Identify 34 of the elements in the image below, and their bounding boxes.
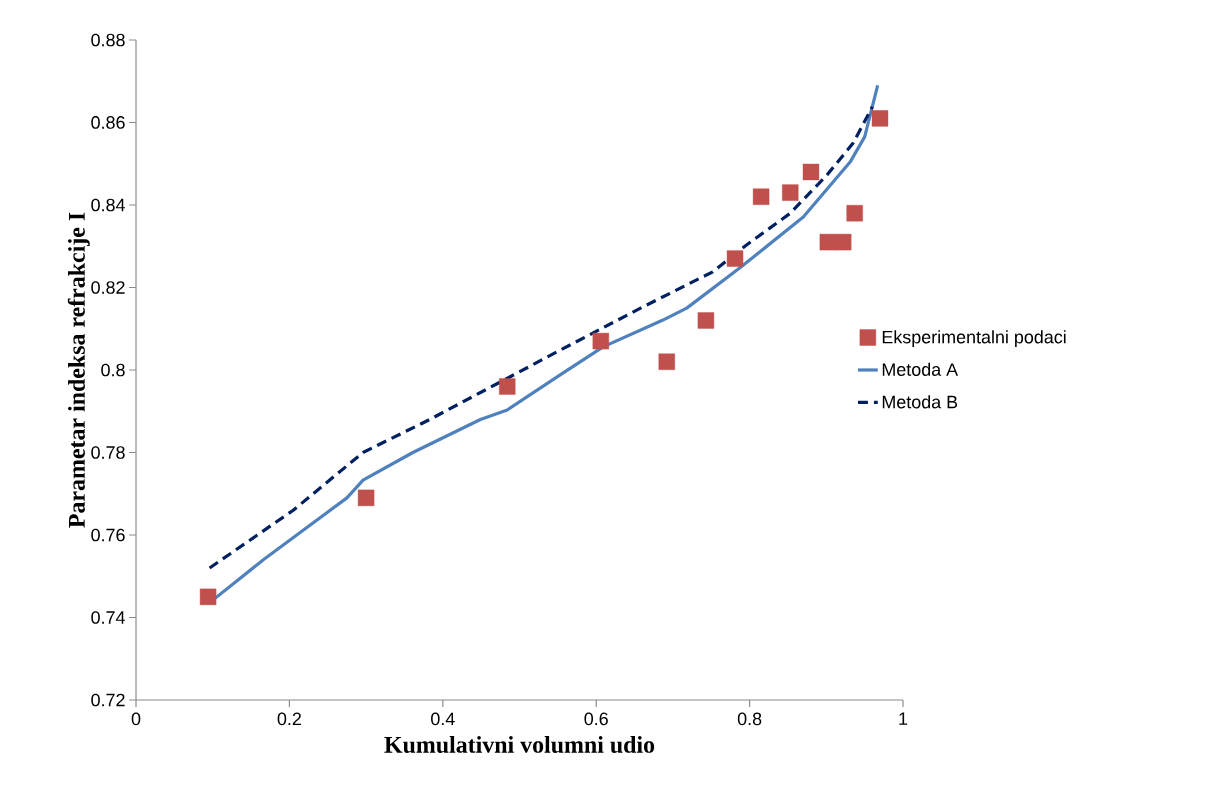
x-axis-title: Kumulativni volumni udio (384, 736, 655, 753)
point (697, 312, 715, 329)
point (846, 205, 863, 222)
y-tick-label: 0.86 (91, 116, 125, 129)
point (802, 163, 820, 181)
point (871, 110, 889, 127)
point (834, 233, 852, 251)
point (199, 588, 217, 606)
y-tick-label: 0.82 (91, 281, 125, 294)
x-tick-label: 1 (899, 712, 908, 725)
x-tick-label: 0.2 (277, 712, 301, 726)
y-tick-label: 0.8 (101, 363, 125, 377)
point (357, 489, 375, 507)
point (658, 353, 675, 370)
legend-label: Metoda A (882, 362, 959, 376)
x-tick-label: 0 (131, 712, 141, 726)
y-tick-label: 0.74 (91, 611, 125, 624)
point (592, 332, 610, 350)
y-tick-label: 0.76 (91, 528, 125, 542)
x-tick-label: 0.4 (431, 712, 455, 726)
point (752, 188, 770, 205)
y-tick-label: 0.88 (91, 33, 125, 47)
point (819, 233, 837, 251)
y-tick-label: 0.78 (91, 446, 125, 459)
x-tick-label: 0.8 (737, 712, 762, 726)
legend-label: Metoda B (882, 395, 958, 409)
y-axis-title: Parametar indeksa refrakcije I (67, 212, 90, 528)
y-tick-label: 0.84 (91, 198, 125, 212)
y-tick-label: 0.72 (91, 693, 125, 707)
legend-label: Eksperimentalni podaci (882, 330, 1066, 347)
x-tick-label: 0.6 (584, 712, 608, 726)
point (782, 184, 799, 201)
point (499, 378, 516, 395)
point (726, 250, 744, 267)
